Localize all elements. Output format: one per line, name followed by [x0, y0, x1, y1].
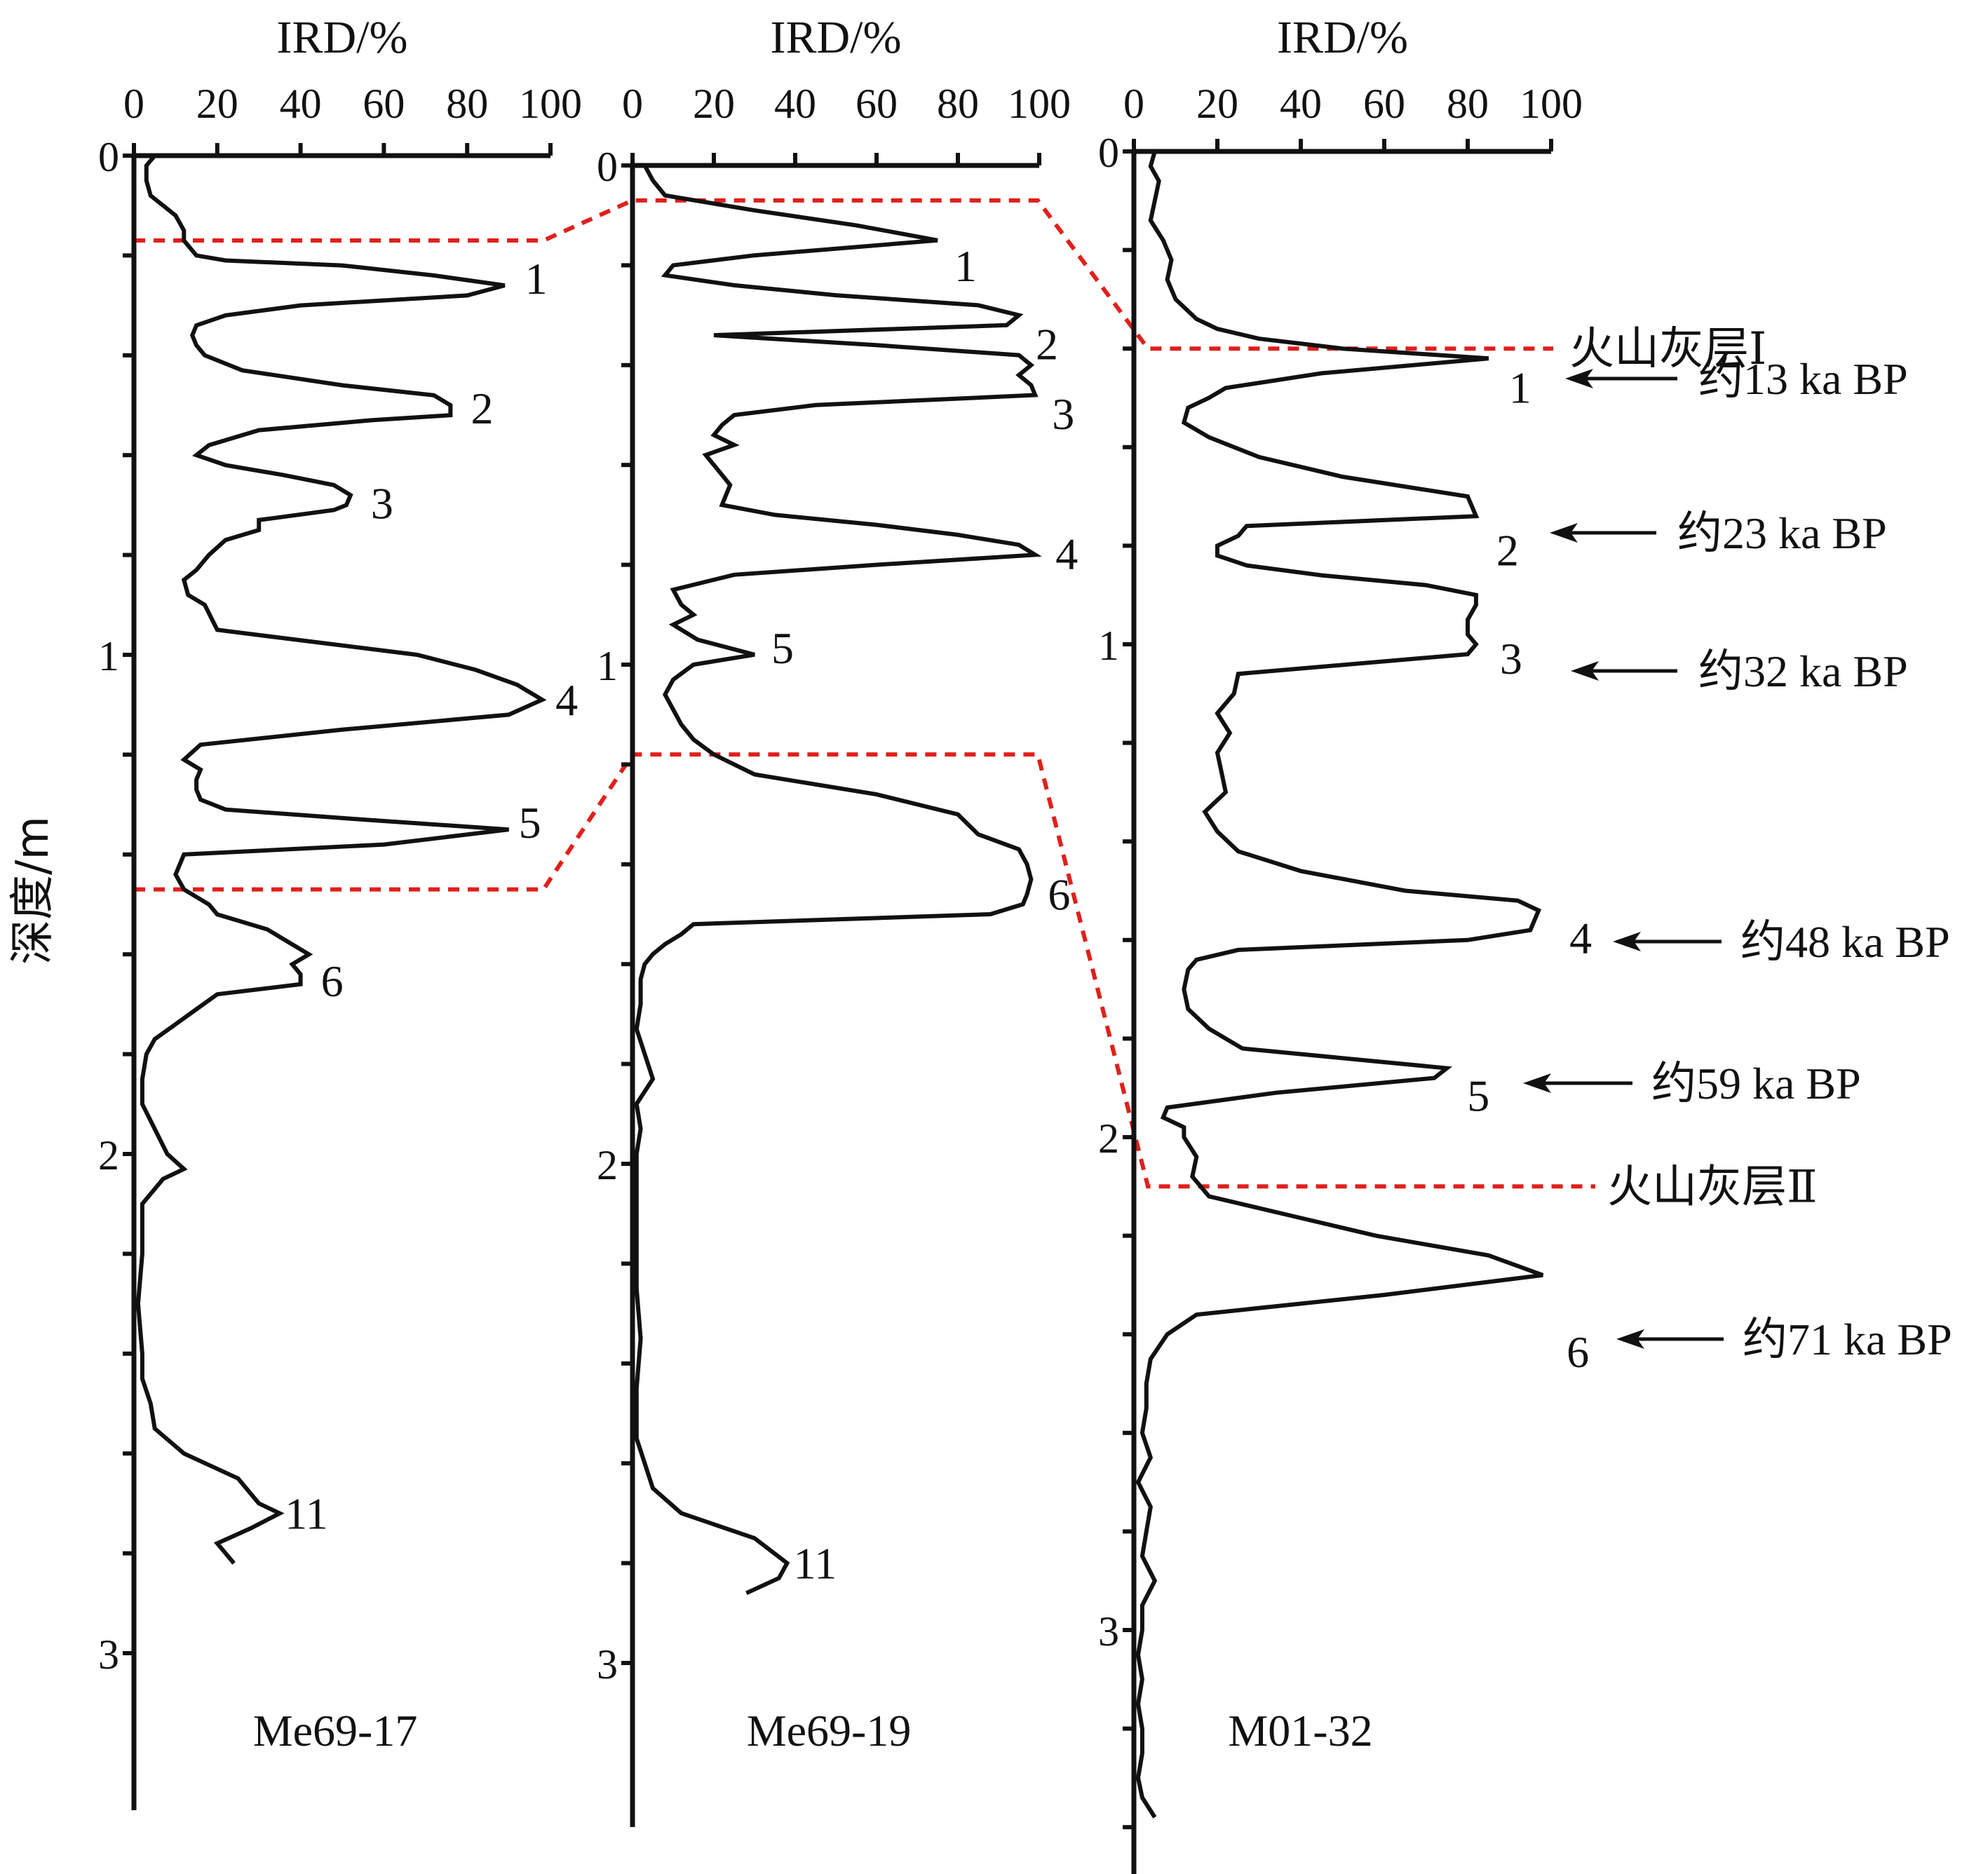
peak-label: 4 [555, 675, 578, 725]
x-tick-label: 0 [123, 81, 144, 127]
peak-label: 2 [1496, 525, 1519, 575]
core-name: Me69-19 [747, 1706, 912, 1756]
peak-label: 2 [471, 383, 493, 433]
peak-label: 3 [1500, 634, 1522, 684]
y-tick-label: 1 [1098, 623, 1119, 669]
tephra-label: 火山灰层Ⅱ [1607, 1162, 1818, 1211]
age-label: 约32 ka BP [1698, 646, 1908, 696]
y-tick-label: 0 [1098, 130, 1119, 176]
x-tick-label: 40 [280, 81, 322, 127]
age-arrow-head [1571, 661, 1599, 681]
panel-m01-32: IRD/% 0 20 40 60 80 100 0 1 2 3 1 2 3 4 5 6 M01-32 约13 ka … [1098, 12, 1952, 1874]
x-tick-label: 100 [1008, 81, 1071, 127]
y-tick-label: 1 [597, 643, 618, 689]
age-arrow-head [1613, 932, 1641, 951]
y-tick-label: 1 [98, 633, 119, 679]
x-tick-label: 40 [774, 81, 816, 127]
age-annotations: 约13 ka BP 约23 ka BP 约32 ka BP 约48 ka BP 约59 … [1523, 354, 1952, 1364]
core-name: M01-32 [1228, 1706, 1372, 1756]
peak-label: 3 [371, 479, 393, 529]
age-arrow-head [1550, 523, 1578, 543]
tephra-correlation-lines: 火山灰层Ⅰ 火山灰层Ⅱ [134, 198, 1818, 1211]
peak-label: 5 [519, 798, 541, 848]
age-label: 约48 ka BP [1740, 917, 1950, 967]
peak-label: 2 [1036, 319, 1058, 369]
peak-label: 4 [1055, 529, 1078, 578]
peak-label: 5 [1467, 1071, 1489, 1121]
peak-label: 1 [525, 254, 548, 304]
peak-label: 6 [321, 956, 344, 1006]
x-tick-label: 40 [1280, 81, 1322, 127]
x-tick-label: 80 [937, 81, 979, 127]
x-tick-label: 100 [1520, 81, 1583, 127]
y-tick-label: 3 [1098, 1608, 1119, 1655]
peak-label: 3 [1052, 389, 1074, 439]
x-axis-title: IRD/% [1277, 12, 1408, 63]
peak-label: 5 [771, 623, 794, 673]
panel-me69-17: IRD/% 0 20 40 60 80 100 0 1 2 3 1 2 3 4 5 6 11 Me69-17 [98, 12, 582, 1810]
x-tick-label: 0 [1123, 81, 1144, 127]
age-label: 约71 ka BP [1743, 1315, 1952, 1364]
age-label: 约13 ka BP [1698, 354, 1908, 404]
x-axis-title: IRD/% [771, 12, 902, 63]
tephra-label: 火山灰层Ⅰ [1569, 324, 1766, 374]
ird-curve [1135, 151, 1544, 1819]
tephra-line [134, 198, 1553, 351]
x-tick-label: 20 [693, 81, 735, 127]
x-tick-label: 20 [196, 81, 238, 127]
y-tick-label: 2 [98, 1132, 119, 1179]
peak-label: 6 [1048, 870, 1070, 920]
peak-label: 1 [954, 241, 977, 291]
age-arrow-head [1616, 1329, 1644, 1349]
peak-label: 4 [1569, 914, 1592, 963]
age-label: 约59 ka BP [1651, 1059, 1861, 1108]
y-tick-label: 2 [597, 1142, 618, 1188]
core-panels: IRD/%0 20 40 60 80 100012312345611Me69-17IRD/… [98, 12, 1952, 1874]
x-tick-label: 20 [1196, 81, 1238, 127]
y-tick-label: 2 [1098, 1115, 1119, 1162]
peak-label: 11 [794, 1539, 837, 1589]
x-tick-label: 100 [519, 81, 582, 127]
y-tick-label: 3 [597, 1641, 618, 1688]
age-arrow-head [1565, 369, 1593, 388]
y-tick-label: 0 [98, 134, 119, 180]
x-tick-label: 60 [1363, 81, 1405, 127]
y-axis-label: 深度/m [7, 816, 59, 965]
age-label: 约23 ka BP [1677, 508, 1887, 558]
core-name: Me69-17 [253, 1706, 418, 1756]
x-tick-label: 60 [363, 81, 405, 127]
peak-label: 11 [285, 1489, 328, 1539]
peak-label: 1 [1509, 362, 1531, 412]
x-tick-label: 0 [622, 81, 643, 127]
x-tick-label: 80 [1447, 81, 1489, 127]
x-tick-label: 60 [856, 81, 898, 127]
y-tick-label: 0 [597, 144, 618, 190]
tephra-line [134, 752, 1595, 1189]
ird-curve [634, 164, 1042, 1596]
peak-label: 6 [1567, 1327, 1589, 1377]
y-tick-label: 3 [98, 1631, 119, 1678]
x-axis-title: IRD/% [277, 12, 408, 63]
ird-curve [135, 154, 547, 1565]
age-arrow-head [1523, 1073, 1551, 1093]
x-tick-label: 80 [446, 81, 488, 127]
panel-me69-19: IRD/% 0 20 40 60 80 100 0 1 2 3 1 2 3 4 5 6 11 Me69-19 [597, 12, 1078, 1827]
